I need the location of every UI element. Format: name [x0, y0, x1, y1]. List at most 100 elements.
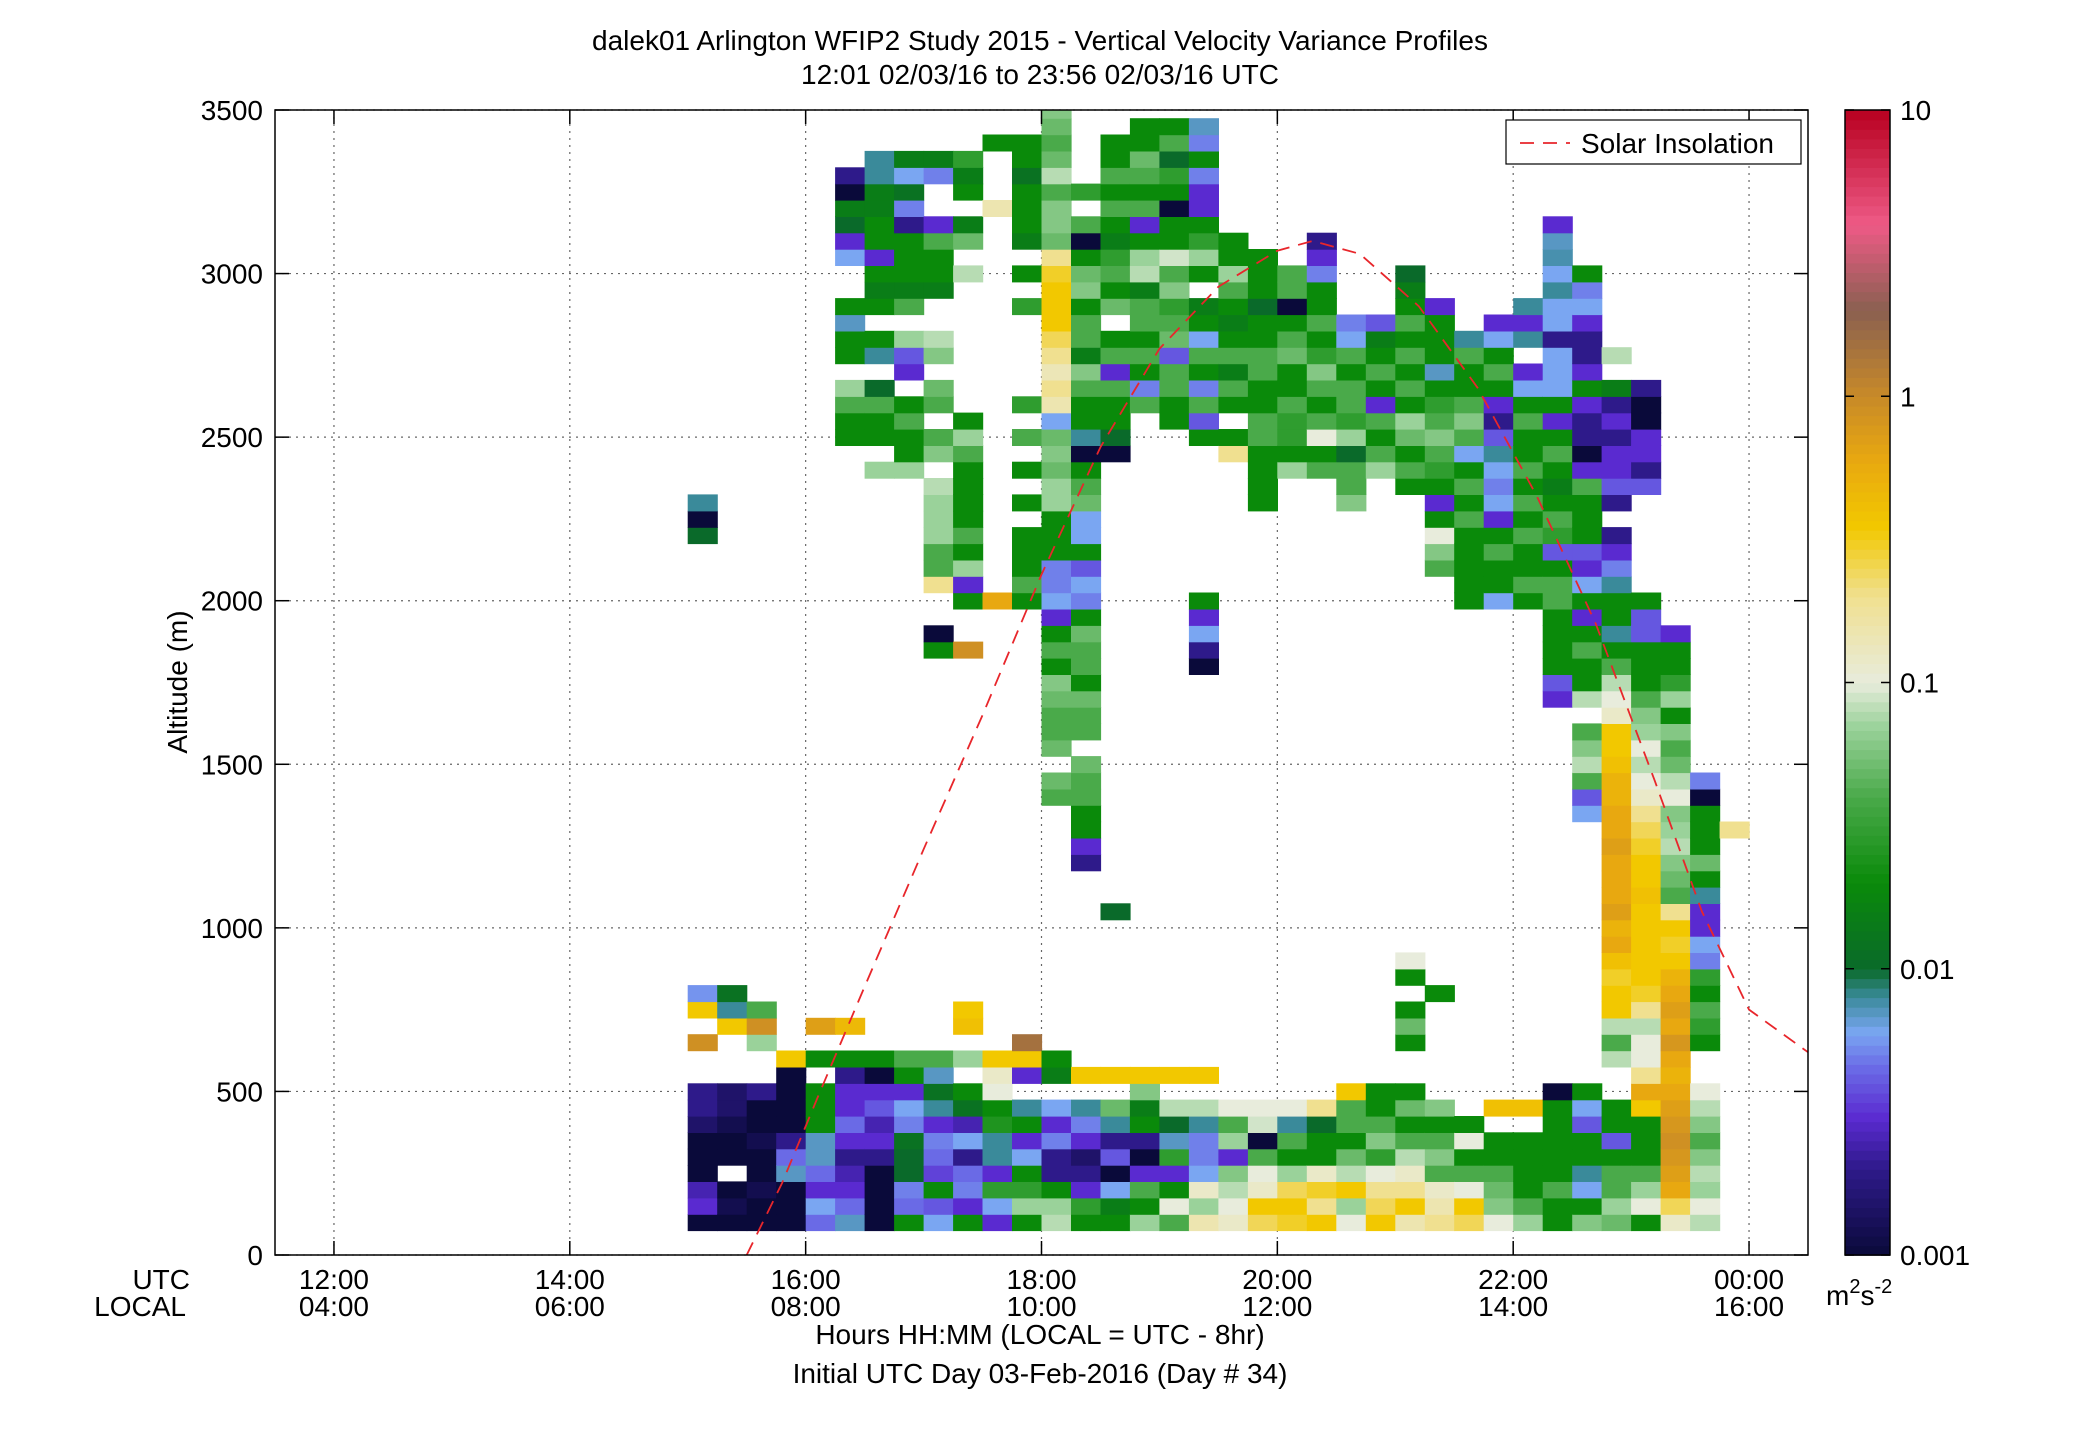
heatmap-cell — [1041, 167, 1072, 185]
heatmap-cell — [687, 510, 718, 528]
heatmap-cell — [1365, 396, 1396, 414]
heatmap-cell — [1395, 314, 1426, 332]
heatmap-cell — [894, 1066, 925, 1084]
heatmap-cell — [776, 1197, 807, 1215]
heatmap-cell — [1601, 674, 1632, 692]
heatmap-cell — [1601, 429, 1632, 446]
heatmap-cell — [1601, 1148, 1632, 1166]
heatmap-cell — [1247, 298, 1278, 316]
heatmap-cell — [1542, 674, 1573, 692]
heatmap-cell — [1572, 1165, 1603, 1182]
heatmap-cell — [746, 1034, 777, 1052]
heatmap-cell — [1218, 347, 1249, 365]
heatmap-cell — [1601, 854, 1632, 872]
heatmap-cell — [835, 347, 866, 365]
heatmap-cell — [1424, 445, 1455, 463]
heatmap-cell — [1188, 1066, 1219, 1084]
heatmap-cell — [835, 1083, 866, 1101]
heatmap-cell — [1631, 1214, 1662, 1232]
heatmap-cell — [1100, 1099, 1131, 1117]
heatmap-cell — [776, 1181, 807, 1199]
heatmap-cell — [1188, 232, 1219, 250]
heatmap-cell — [1159, 167, 1190, 185]
heatmap-cell — [923, 1148, 954, 1166]
heatmap-cell — [1129, 200, 1160, 217]
heatmap-cell — [1306, 1148, 1337, 1166]
heatmap-cell — [1513, 559, 1544, 577]
heatmap-cell — [1601, 592, 1632, 610]
heatmap-cell — [1071, 756, 1102, 774]
heatmap-cell — [1395, 298, 1426, 316]
heatmap-cell — [1690, 1083, 1721, 1101]
colorbar-tick-label: 1 — [1900, 381, 1916, 412]
heatmap-cell — [982, 1099, 1013, 1117]
heatmap-cell — [1012, 150, 1043, 168]
heatmap-cell — [1306, 249, 1337, 266]
heatmap-cell — [1277, 1132, 1308, 1150]
heatmap-cell — [1188, 118, 1219, 136]
heatmap-cell — [717, 1083, 748, 1101]
heatmap-cell — [1306, 1099, 1337, 1117]
heatmap-cell — [1071, 1099, 1102, 1117]
heatmap-cell — [953, 167, 984, 185]
heatmap-cell — [894, 1197, 925, 1215]
heatmap-cell — [894, 281, 925, 299]
heatmap-cell — [1601, 739, 1632, 757]
heatmap-cell — [982, 1132, 1013, 1150]
heatmap-cell — [1542, 281, 1573, 299]
heatmap-cell — [1129, 118, 1160, 136]
heatmap-cell — [1601, 821, 1632, 839]
heatmap-cell — [1572, 494, 1603, 512]
heatmap-cell — [1395, 1214, 1426, 1232]
heatmap-cell — [1513, 1197, 1544, 1215]
heatmap-cell — [1660, 936, 1691, 953]
heatmap-cell — [746, 1116, 777, 1133]
heatmap-cell — [1041, 707, 1072, 724]
heatmap-cell — [1218, 363, 1249, 381]
heatmap-cell — [923, 527, 954, 545]
heatmap-cell — [1513, 412, 1544, 430]
colorbar-strip — [1845, 615, 1890, 626]
heatmap-cell — [1306, 379, 1337, 397]
heatmap-cell — [1365, 379, 1396, 397]
heatmap-cell — [1071, 183, 1102, 201]
heatmap-cell — [1690, 936, 1721, 953]
colorbar-strip — [1845, 1083, 1890, 1094]
heatmap-cell — [953, 232, 984, 250]
heatmap-cell — [1454, 347, 1485, 365]
heatmap-cell — [1660, 674, 1691, 692]
colorbar-strip — [1845, 262, 1890, 273]
heatmap-cell — [1247, 1197, 1278, 1215]
heatmap-cell — [894, 412, 925, 430]
heatmap-cell — [894, 429, 925, 446]
heatmap-cell — [1071, 772, 1102, 790]
heatmap-cell — [1041, 379, 1072, 397]
heatmap-cell — [1071, 1214, 1102, 1232]
colorbar-strip — [1845, 529, 1890, 541]
heatmap-cell — [835, 183, 866, 201]
heatmap-cell — [1513, 1214, 1544, 1232]
heatmap-cell — [687, 1214, 718, 1232]
heatmap-cell — [717, 1214, 748, 1232]
heatmap-cell — [1601, 837, 1632, 855]
heatmap-cell — [1336, 1148, 1367, 1166]
heatmap-cell — [1690, 805, 1721, 823]
heatmap-cell — [923, 167, 954, 185]
heatmap-cell — [1631, 772, 1662, 790]
heatmap-cell — [1601, 1116, 1632, 1133]
heatmap-cell — [1100, 1132, 1131, 1150]
heatmap-cell — [1041, 110, 1072, 119]
colorbar-strip — [1845, 1121, 1890, 1132]
heatmap-cell — [923, 1099, 954, 1117]
heatmap-cell — [717, 1116, 748, 1133]
heatmap-cell — [1660, 968, 1691, 986]
heatmap-cell — [953, 1132, 984, 1150]
heatmap-cell — [687, 1181, 718, 1199]
colorbar-strip — [1845, 539, 1890, 550]
colorbar-strip — [1845, 1245, 1890, 1256]
heatmap-cell — [1631, 641, 1662, 659]
heatmap-cell — [1159, 281, 1190, 299]
heatmap-cell — [864, 1214, 895, 1232]
heatmap-cell — [1454, 1148, 1485, 1166]
heatmap-cell — [1041, 510, 1072, 528]
